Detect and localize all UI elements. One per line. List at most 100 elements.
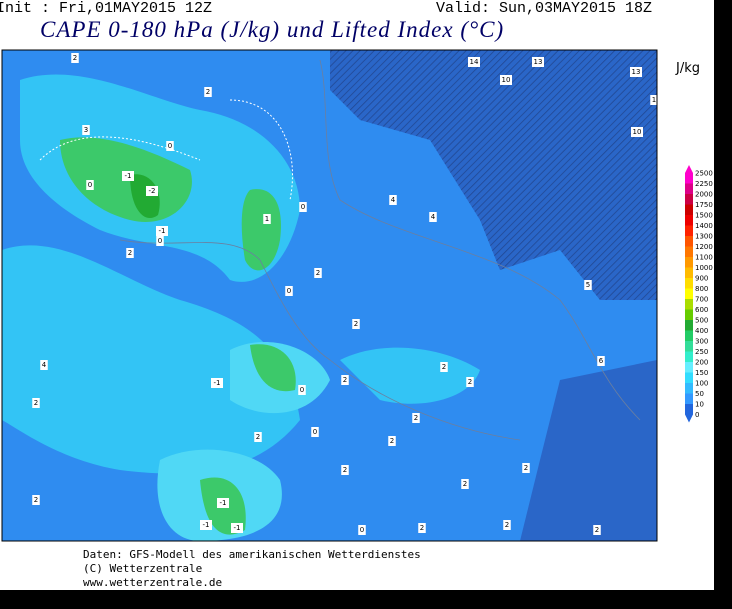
label-box [122, 171, 134, 181]
edge-bar [714, 0, 732, 609]
colorbar-label: 0 [695, 411, 699, 419]
colorbar-segment [685, 320, 693, 331]
label-box [593, 525, 601, 535]
label-box [341, 375, 349, 385]
contour-label: 4 [431, 213, 436, 221]
map-frame [1, 49, 658, 542]
colorbar-segment [685, 257, 693, 268]
colorbar-segment [685, 372, 693, 383]
label-box [388, 436, 396, 446]
colorbar-segment [685, 362, 693, 373]
colorbar-label: 150 [695, 369, 708, 377]
contour-label: 2 [34, 496, 38, 504]
label-box [40, 360, 48, 370]
colorbar: 2500225020001750150014001300120011001000… [685, 165, 713, 423]
label-box [532, 57, 544, 67]
contour-label: 2 [505, 521, 509, 529]
colorbar-segment [685, 393, 693, 404]
contour-label: 2 [256, 433, 260, 441]
contour-label: 2 [34, 399, 38, 407]
colorbar-label: 600 [695, 306, 708, 314]
contour-label: 2 [128, 249, 132, 257]
colorbar-segment [685, 383, 693, 394]
label-box [500, 75, 512, 85]
label-box [32, 495, 40, 505]
colorbar-label: 250 [695, 348, 708, 356]
contour-label: 3 [84, 126, 88, 134]
contour-label: 2 [390, 437, 394, 445]
label-box [254, 432, 262, 442]
label-box [231, 523, 243, 533]
colorbar-segment [685, 204, 693, 215]
colorbar-segment [685, 267, 693, 278]
footer-line: (C) Wetterzentrale [83, 562, 202, 575]
label-box [468, 57, 480, 67]
colorbar-segment [685, 341, 693, 352]
label-box [466, 377, 474, 387]
colorbar-label: 1200 [695, 243, 713, 251]
contour-label: -1 [203, 521, 210, 529]
colorbar-label: 1750 [695, 201, 713, 209]
contour-label: 6 [599, 357, 604, 365]
label-box [299, 202, 307, 212]
contour-label: 2 [73, 54, 77, 62]
map-title: CAPE 0-180 hPa (J/kg) und Lifted Index (… [40, 17, 504, 42]
colorbar-segment [685, 225, 693, 236]
contour-label: -1 [159, 227, 166, 235]
colorbar-label: 2500 [695, 170, 713, 178]
label-box [211, 378, 223, 388]
label-box [440, 362, 448, 372]
colorbar-segment [685, 173, 693, 184]
colorbar-label: 10 [695, 401, 704, 409]
colorbar-segment [685, 183, 693, 194]
contour-label: 2 [524, 464, 528, 472]
contour-label: 2 [316, 269, 320, 277]
colorbar-segment [685, 194, 693, 205]
contour-label: 2 [343, 466, 347, 474]
colorbar-label: 1100 [695, 254, 713, 262]
contour-label: 13 [632, 68, 641, 76]
contour-label: -2 [149, 187, 156, 195]
colorbar-label: 2000 [695, 191, 713, 199]
colorbar-label: 50 [695, 390, 704, 398]
contour-label: 2 [468, 378, 472, 386]
contour-label: 1 [652, 96, 656, 104]
label-box [126, 248, 134, 258]
label-box [82, 125, 90, 135]
colorbar-label: 700 [695, 296, 708, 304]
contour-label: 4 [391, 196, 396, 204]
label-box [32, 398, 40, 408]
label-box [263, 214, 271, 224]
legend-unit: J/kg [675, 61, 700, 76]
colorbar-label: 400 [695, 327, 708, 335]
contour-label: 0 [168, 142, 172, 150]
contour-label: 0 [287, 287, 291, 295]
colorbar-segment [685, 330, 693, 341]
contour-label: 0 [360, 526, 364, 534]
colorbar-label: 300 [695, 338, 708, 346]
contour-label: 10 [633, 128, 642, 136]
label-box [352, 319, 360, 329]
contour-label: 0 [158, 237, 162, 245]
contour-label: 2 [442, 363, 446, 371]
contour-label: 0 [313, 428, 317, 436]
colorbar-segment [685, 278, 693, 289]
colorbar-label: 200 [695, 359, 708, 367]
contour-label: 10 [502, 76, 511, 84]
colorbar-label: 1000 [695, 264, 713, 272]
contour-label: 1 [265, 215, 269, 223]
label-box [314, 268, 322, 278]
colorbar-segment [685, 309, 693, 320]
label-box [412, 413, 420, 423]
contour-label: 0 [301, 203, 305, 211]
label-box [503, 520, 511, 530]
footer-line: www.wetterzentrale.de [83, 576, 222, 589]
colorbar-segment [685, 288, 693, 299]
init-time: Init : Fri,01MAY2015 12Z [0, 0, 212, 17]
contour-label: 2 [595, 526, 599, 534]
contour-label: 2 [420, 524, 424, 532]
label-box [597, 356, 605, 366]
contour-label: 2 [463, 480, 467, 488]
label-box [311, 427, 319, 437]
colorbar-label: 800 [695, 285, 708, 293]
